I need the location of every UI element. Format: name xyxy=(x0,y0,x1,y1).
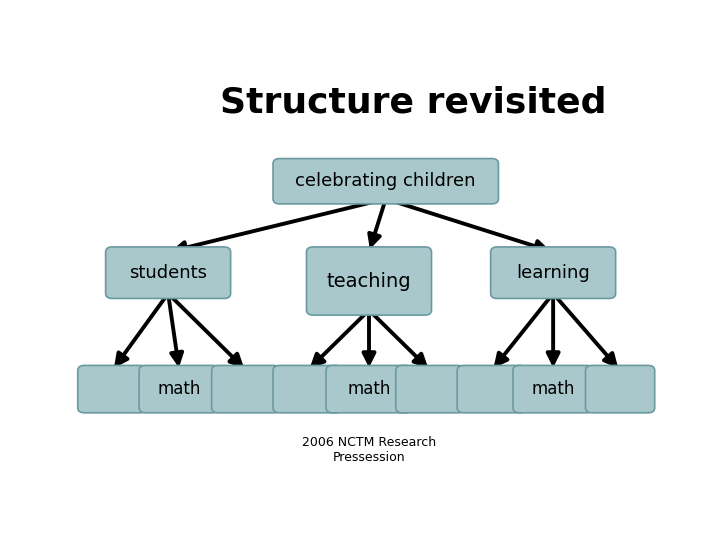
Text: Structure revisited: Structure revisited xyxy=(220,85,607,119)
FancyBboxPatch shape xyxy=(212,366,281,413)
FancyBboxPatch shape xyxy=(273,159,498,204)
FancyBboxPatch shape xyxy=(273,366,342,413)
Text: math: math xyxy=(158,380,201,398)
FancyBboxPatch shape xyxy=(106,247,230,299)
FancyBboxPatch shape xyxy=(307,247,431,315)
FancyBboxPatch shape xyxy=(457,366,526,413)
FancyBboxPatch shape xyxy=(326,366,412,413)
FancyBboxPatch shape xyxy=(78,366,147,413)
FancyBboxPatch shape xyxy=(396,366,465,413)
Text: math: math xyxy=(531,380,575,398)
FancyBboxPatch shape xyxy=(513,366,593,413)
Text: learning: learning xyxy=(516,264,590,282)
Text: math: math xyxy=(347,380,391,398)
Text: students: students xyxy=(129,264,207,282)
Text: 2006 NCTM Research
Pressession: 2006 NCTM Research Pressession xyxy=(302,436,436,464)
Text: teaching: teaching xyxy=(327,272,411,291)
Text: celebrating children: celebrating children xyxy=(295,172,476,190)
FancyBboxPatch shape xyxy=(139,366,220,413)
FancyBboxPatch shape xyxy=(585,366,654,413)
FancyBboxPatch shape xyxy=(490,247,616,299)
